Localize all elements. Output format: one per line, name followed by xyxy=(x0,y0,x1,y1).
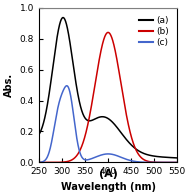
(a) xyxy=(62,16,64,19)
(b) xyxy=(91,102,93,104)
Y-axis label: Abs.: Abs. xyxy=(4,73,14,97)
(b) xyxy=(173,161,176,164)
(c) xyxy=(54,123,56,126)
(a) xyxy=(97,116,99,119)
(c) xyxy=(158,161,161,164)
(c) xyxy=(176,161,178,164)
Line: (b): (b) xyxy=(39,32,177,162)
Text: (A): (A) xyxy=(99,169,118,179)
(c) xyxy=(97,155,99,157)
(a) xyxy=(176,157,178,159)
(b) xyxy=(97,66,99,68)
(a) xyxy=(62,16,64,19)
X-axis label: Wavelength (nm): Wavelength (nm) xyxy=(61,182,156,192)
(a) xyxy=(173,157,176,159)
Line: (c): (c) xyxy=(39,86,177,162)
(a) xyxy=(158,156,161,158)
(b) xyxy=(158,161,161,163)
(c) xyxy=(173,161,176,164)
(b) xyxy=(38,161,40,164)
(a) xyxy=(54,52,56,54)
(b) xyxy=(176,161,178,164)
Line: (a): (a) xyxy=(39,18,177,158)
(c) xyxy=(38,161,40,163)
(c) xyxy=(91,157,93,160)
(a) xyxy=(91,119,93,122)
(b) xyxy=(107,31,109,34)
(b) xyxy=(54,161,56,164)
(c) xyxy=(62,90,64,92)
(c) xyxy=(66,84,68,87)
(b) xyxy=(62,161,64,163)
(a) xyxy=(38,133,40,136)
Legend: (a), (b), (c): (a), (b), (c) xyxy=(136,12,173,51)
